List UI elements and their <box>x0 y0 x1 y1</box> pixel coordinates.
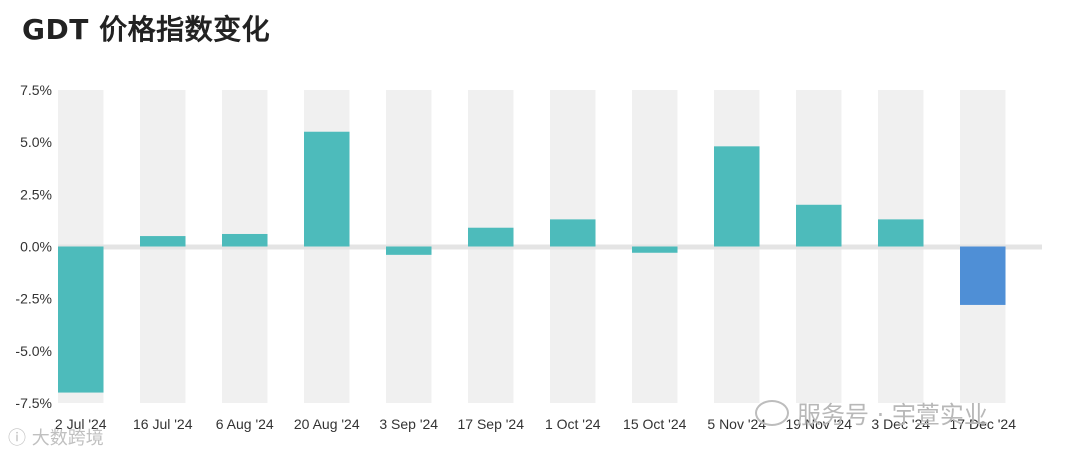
wechat-watermark: 服务号 · 宇萱实业 <box>755 395 988 430</box>
source-watermark: ⓘ 大数跨境 <box>8 428 104 449</box>
y-tick-label: 7.5% <box>20 82 52 98</box>
wechat-icon <box>755 399 789 426</box>
wechat-watermark-text: 服务号 · 宇萱实业 <box>797 401 988 429</box>
x-tick-label: 1 Oct '24 <box>545 416 601 432</box>
x-tick-label: 2 Jul '24 <box>55 416 107 432</box>
chart-title: GDT 价格指数变化 <box>22 13 271 46</box>
zero-line-bar <box>58 244 1042 250</box>
bar <box>550 219 596 247</box>
bar <box>796 204 842 247</box>
x-tick-label: 17 Dec '24 <box>950 416 1017 432</box>
x-tick-label: 20 Aug '24 <box>294 416 360 432</box>
bar <box>222 233 268 247</box>
x-tick-label: 3 Sep '24 <box>379 416 438 432</box>
y-tick-label: 2.5% <box>20 186 52 202</box>
bar <box>468 227 514 247</box>
bar <box>386 246 432 255</box>
x-tick-label: 17 Sep '24 <box>457 416 524 432</box>
bar <box>960 246 1006 305</box>
bar <box>304 131 350 247</box>
y-tick-label: -5.0% <box>15 343 52 359</box>
x-tick-label: 19 Nov '24 <box>786 416 853 432</box>
y-tick-label: 5.0% <box>20 134 52 150</box>
y-tick-label: 0.0% <box>20 239 52 255</box>
x-tick-label: 15 Oct '24 <box>623 416 687 432</box>
bar <box>140 236 186 247</box>
bar <box>714 146 760 247</box>
bars <box>58 131 1006 393</box>
zero-line <box>58 244 1042 250</box>
x-axis-ticks: 2 Jul '24 16 Jul '24 6 Aug '24 20 Aug '24 3 … <box>55 416 1016 432</box>
bar <box>878 219 924 247</box>
y-tick-label: -7.5% <box>15 395 52 411</box>
y-tick-label: -2.5% <box>15 291 52 307</box>
bar <box>632 246 678 253</box>
x-tick-label: 5 Nov '24 <box>707 416 766 432</box>
x-tick-label: 3 Dec '24 <box>871 416 930 432</box>
x-tick-label: 6 Aug '24 <box>216 416 274 432</box>
x-tick-label: 16 Jul '24 <box>133 416 193 432</box>
y-axis-ticks: 7.5% 5.0% 2.5% 0.0% -2.5% -5.0% -7.5% <box>15 82 52 411</box>
bar <box>58 246 104 393</box>
